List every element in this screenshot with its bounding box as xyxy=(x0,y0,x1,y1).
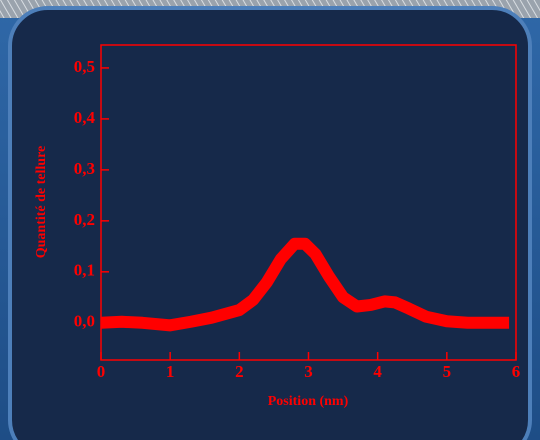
x-tick-label: 6 xyxy=(512,362,521,381)
y-tick-label: 0,4 xyxy=(74,108,96,127)
data-line xyxy=(100,237,510,332)
x-tick-label: 2 xyxy=(235,362,244,381)
x-axis-label: Position (nm) xyxy=(268,394,349,409)
y-tick-label: 0,5 xyxy=(74,57,95,76)
x-tick-label: 0 xyxy=(97,362,106,381)
x-tick-label: 4 xyxy=(373,362,382,381)
y-tick-label: 0,1 xyxy=(74,261,95,280)
x-tick-label: 5 xyxy=(443,362,452,381)
x-tick-label: 1 xyxy=(166,362,175,381)
y-axis-label: Quantité de tellure xyxy=(34,146,49,259)
x-tick-label: 3 xyxy=(304,362,313,381)
panel xyxy=(8,6,532,440)
y-tick-label: 0,2 xyxy=(74,210,95,229)
y-tick-label: 0,0 xyxy=(74,312,95,331)
y-tick-label: 0,3 xyxy=(74,159,95,178)
